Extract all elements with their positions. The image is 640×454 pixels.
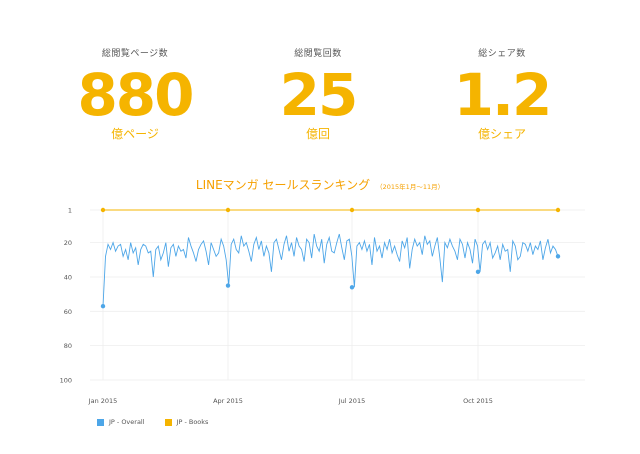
stat-unit: 億ページ [111, 127, 159, 141]
series-books-point [555, 207, 561, 213]
series-overall-point [555, 254, 561, 259]
stat-value: 1.2 [453, 61, 553, 129]
x-tick-label: Apr 2015 [213, 397, 243, 405]
y-tick-label: 20 [64, 239, 72, 247]
stat-total-views: 総閲覧回数 25 億回 [218, 46, 418, 142]
stat-value: 880 [77, 61, 194, 129]
legend-label: JP - Overall [109, 418, 145, 426]
chart-legend: JP - Overall JP - Books [97, 418, 208, 426]
legend-label: JP - Books [176, 418, 209, 426]
series-overall-point [475, 269, 481, 275]
y-tick-label: 100 [60, 377, 72, 385]
y-tick-label: 60 [64, 308, 72, 316]
y-tick-label: 1 [68, 207, 72, 215]
series-overall-line [102, 233, 559, 307]
stat-total-page-views: 総閲覧ページ数 880 億ページ [35, 46, 235, 142]
y-tick-label: 80 [64, 342, 72, 350]
legend-swatch [164, 418, 172, 426]
chart-subtitle: （2015年1月〜11月） [376, 183, 445, 191]
legend-item-books[interactable]: JP - Books [164, 418, 209, 426]
series-overall-point [100, 303, 106, 309]
legend-swatch [97, 418, 104, 426]
x-tick-label: Jan 2015 [88, 397, 118, 405]
series-books-point [475, 207, 481, 213]
stat-label: 総閲覧ページ数 [101, 49, 169, 59]
series-overall-point [349, 285, 355, 290]
series-overall-point [225, 283, 231, 288]
stat-total-shares: 総シェア数 1.2 億シェア [402, 46, 602, 142]
series-books-point [100, 207, 106, 213]
legend-item-overall[interactable]: JP - Overall [97, 418, 145, 426]
stat-value: 25 [279, 61, 359, 129]
stat-label: 総シェア数 [478, 49, 526, 59]
stat-unit: 億回 [305, 127, 330, 141]
x-tick-label: Jul 2015 [338, 397, 365, 405]
series-books-point [349, 207, 355, 213]
x-tick-label: Oct 2015 [463, 397, 493, 405]
chart-title-text: LINEマンガ セールスランキング [195, 178, 371, 192]
series-books-point [225, 207, 231, 213]
y-tick-label: 40 [64, 273, 72, 281]
chart-title: LINEマンガ セールスランキング （2015年1月〜11月） [0, 176, 640, 193]
stat-label: 総閲覧回数 [294, 49, 342, 59]
stat-unit: 億シェア [477, 127, 526, 141]
